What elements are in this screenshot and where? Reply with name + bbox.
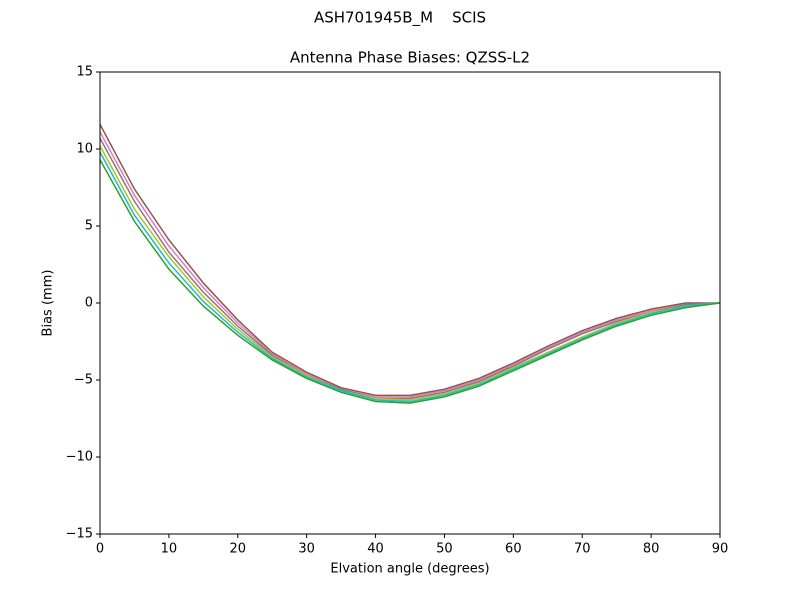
x-tick-label: 60 bbox=[505, 542, 522, 557]
plot-frame bbox=[99, 71, 721, 535]
suptitle: ASH701945B_M SCIS bbox=[314, 9, 486, 28]
series-line bbox=[99, 131, 721, 398]
x-tick-label: 50 bbox=[436, 542, 453, 557]
y-tick-label: −5 bbox=[74, 373, 93, 388]
chart-title: Antenna Phase Biases: QZSS-L2 bbox=[290, 49, 530, 67]
y-tick-label: 15 bbox=[76, 65, 93, 80]
x-axis-label: Elvation angle (degrees) bbox=[330, 562, 489, 577]
y-tick-label: 5 bbox=[85, 219, 93, 234]
x-tick-label: 20 bbox=[230, 542, 247, 557]
series-line bbox=[99, 159, 721, 404]
y-tick-label: −10 bbox=[66, 450, 93, 465]
series-line bbox=[99, 151, 721, 403]
x-tick-label: 10 bbox=[161, 542, 178, 557]
y-axis-label: Bias (mm) bbox=[41, 270, 56, 337]
y-tick-label: 0 bbox=[85, 296, 93, 311]
x-tick-label: 80 bbox=[643, 542, 660, 557]
series-line bbox=[99, 124, 720, 397]
x-tick-label: 30 bbox=[298, 542, 315, 557]
series-line bbox=[99, 137, 721, 400]
x-tick-label: 40 bbox=[367, 542, 384, 557]
x-tick-label: 70 bbox=[574, 542, 591, 557]
y-tick-label: −15 bbox=[66, 527, 93, 542]
series-line bbox=[99, 145, 721, 401]
y-tick-label: 10 bbox=[76, 142, 93, 157]
x-tick-label: 0 bbox=[96, 542, 104, 557]
x-tick-label: 90 bbox=[712, 542, 729, 557]
